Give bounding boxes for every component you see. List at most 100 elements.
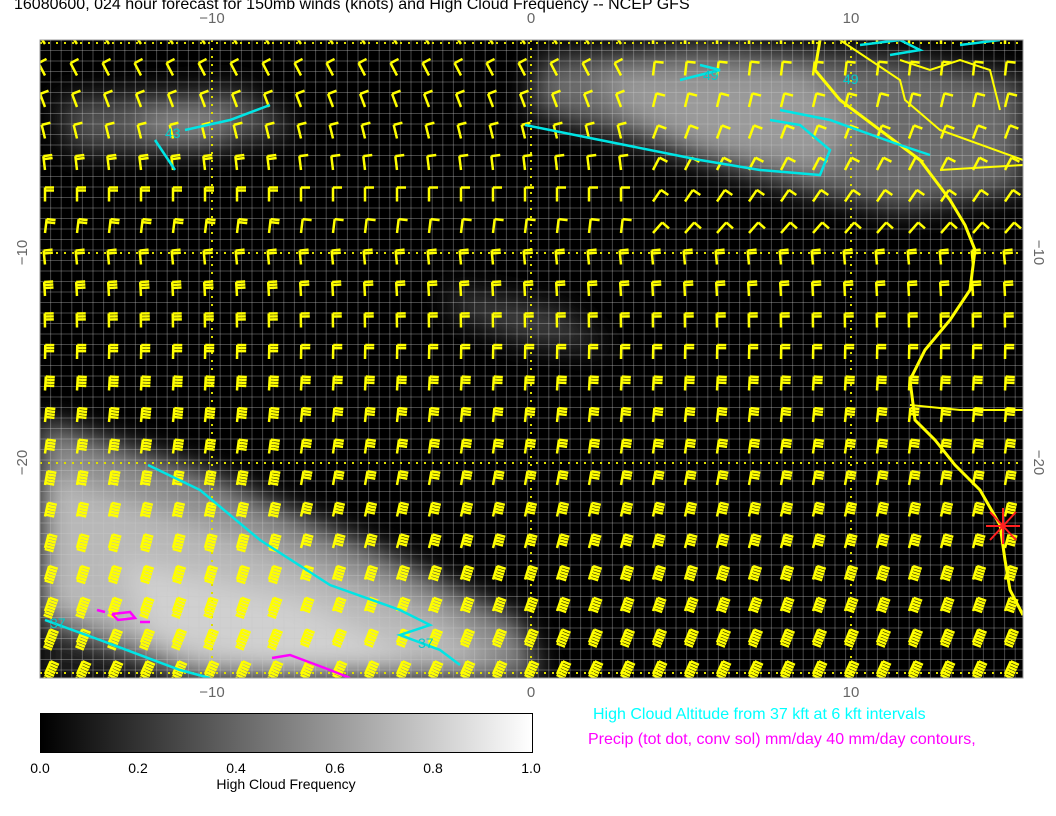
wind-barb bbox=[427, 438, 441, 454]
wind-barb bbox=[683, 188, 702, 203]
wind-barb bbox=[811, 596, 827, 614]
wind-barb bbox=[971, 501, 986, 517]
wind-barb bbox=[43, 438, 57, 454]
wind-barb bbox=[107, 469, 121, 486]
wind-barb bbox=[587, 406, 600, 423]
wind-barb bbox=[747, 628, 764, 648]
wind-barb bbox=[266, 248, 277, 265]
wind-barb bbox=[326, 89, 337, 108]
wind-barb bbox=[299, 628, 316, 648]
wind-barb bbox=[424, 40, 431, 45]
wind-barb bbox=[171, 217, 184, 234]
wind-barb bbox=[1004, 221, 1022, 234]
wind-barb bbox=[778, 248, 789, 265]
wind-barb bbox=[555, 438, 569, 454]
wind-barb bbox=[139, 628, 156, 651]
wind-barb bbox=[779, 438, 793, 454]
wind-barb bbox=[491, 469, 505, 486]
wind-barb bbox=[971, 564, 987, 582]
colorbar-title: High Cloud Frequency bbox=[216, 776, 356, 792]
wind-barb bbox=[683, 564, 699, 582]
wind-barb bbox=[582, 89, 593, 108]
wind-barb bbox=[171, 406, 184, 423]
wind-barb bbox=[459, 501, 474, 517]
contour-label: 37 bbox=[50, 615, 66, 631]
wind-barb bbox=[139, 312, 150, 328]
wind-barb bbox=[459, 469, 473, 486]
wind-barb bbox=[267, 343, 279, 360]
wind-barb bbox=[587, 501, 602, 517]
red-star-marker-icon bbox=[986, 508, 1020, 544]
wind-barb bbox=[395, 438, 409, 454]
wind-barb bbox=[651, 92, 666, 108]
precip-contours bbox=[96, 608, 351, 678]
wind-barb bbox=[458, 248, 469, 265]
wind-barb bbox=[683, 60, 696, 76]
wind-barb bbox=[331, 596, 347, 614]
wind-barb bbox=[485, 57, 496, 77]
wind-barb bbox=[651, 564, 667, 582]
wind-barb bbox=[363, 564, 379, 582]
wind-barb bbox=[555, 186, 566, 202]
wind-barb bbox=[651, 124, 667, 139]
wind-barb bbox=[939, 92, 954, 108]
wind-barb bbox=[523, 217, 536, 234]
wind-barb bbox=[235, 533, 250, 553]
wind-barb bbox=[779, 564, 795, 582]
wind-barb bbox=[907, 660, 924, 678]
wind-barb bbox=[715, 660, 732, 678]
wind-barb bbox=[842, 280, 854, 297]
wind-barb bbox=[139, 469, 153, 486]
wind-barb bbox=[331, 186, 342, 202]
wind-barb bbox=[619, 438, 633, 454]
wind-barb bbox=[75, 438, 89, 454]
wind-barb bbox=[811, 469, 825, 486]
wind-barb bbox=[972, 221, 990, 234]
wind-barb bbox=[715, 312, 726, 328]
wind-barb bbox=[586, 280, 598, 297]
wind-barb bbox=[906, 248, 917, 265]
wind-barb bbox=[811, 343, 823, 360]
wind-barb bbox=[619, 469, 633, 486]
wind-barb bbox=[267, 217, 280, 234]
wind-barb bbox=[43, 469, 57, 486]
wind-barb bbox=[971, 406, 984, 423]
wind-barb bbox=[42, 280, 54, 297]
wind-barb bbox=[874, 248, 885, 265]
wind-barb bbox=[75, 186, 86, 202]
wind-barb bbox=[363, 501, 378, 517]
wind-barb bbox=[74, 280, 86, 297]
colorbar-tick: 0.4 bbox=[226, 760, 246, 776]
wind-barb bbox=[779, 188, 798, 203]
wind-barb bbox=[363, 312, 374, 328]
wind-barb bbox=[459, 343, 471, 360]
wind-barb bbox=[715, 628, 732, 648]
wind-barb bbox=[810, 248, 821, 265]
wind-barb bbox=[427, 501, 442, 517]
wind-barb bbox=[360, 121, 371, 139]
wind-barb bbox=[139, 186, 150, 202]
wind-barb bbox=[139, 343, 151, 360]
wind-barb bbox=[491, 217, 504, 234]
lon-tick-top: 0 bbox=[526, 10, 536, 27]
wind-barb bbox=[843, 40, 847, 44]
wind-barb bbox=[107, 438, 121, 454]
wind-barb bbox=[614, 89, 625, 108]
wind-barb bbox=[235, 375, 247, 391]
wind-barb bbox=[43, 596, 59, 619]
wind-barb bbox=[171, 596, 187, 619]
wind-barb bbox=[939, 596, 955, 614]
wind-barb bbox=[1002, 248, 1013, 265]
wind-barb bbox=[875, 533, 890, 549]
wind-barb bbox=[907, 124, 923, 139]
wind-barb bbox=[427, 660, 444, 678]
wind-barb bbox=[427, 596, 443, 614]
wind-barb bbox=[843, 469, 857, 486]
wind-barb bbox=[907, 343, 919, 360]
wind-barb bbox=[330, 248, 341, 265]
wind-barb bbox=[651, 375, 663, 391]
wind-barb bbox=[971, 188, 990, 203]
wind-barb bbox=[684, 221, 702, 234]
wind-barb bbox=[331, 438, 345, 454]
wind-barb bbox=[651, 156, 669, 171]
